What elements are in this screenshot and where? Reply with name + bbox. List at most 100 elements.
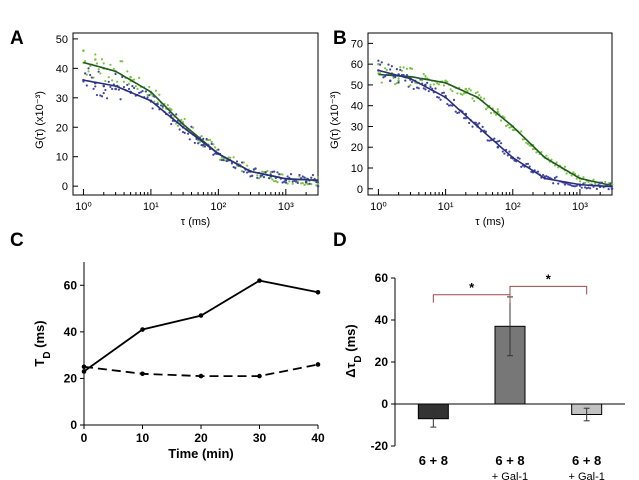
data-point — [144, 90, 147, 93]
data-point — [246, 171, 249, 174]
data-point — [301, 175, 304, 178]
data-marker — [315, 289, 321, 295]
data-point — [436, 82, 439, 85]
x-tick-label: 10² — [505, 201, 521, 213]
data-point — [183, 131, 186, 134]
data-point — [159, 104, 163, 107]
data-point — [154, 89, 158, 92]
fit-curve — [378, 73, 613, 187]
y-tick-label: 30 — [56, 93, 68, 105]
data-point — [464, 87, 468, 91]
y-tick-label: 50 — [351, 80, 363, 92]
data-point — [394, 83, 397, 86]
data-point — [552, 182, 555, 185]
data-point — [493, 137, 496, 140]
data-point — [570, 184, 573, 187]
data-point — [116, 80, 119, 83]
data-marker — [198, 373, 204, 379]
data-point — [230, 161, 234, 165]
series-green — [377, 62, 614, 190]
data-point — [464, 117, 467, 120]
data-point — [545, 154, 548, 157]
series-line-solid — [83, 279, 319, 373]
data-point — [397, 81, 400, 84]
data-point — [315, 180, 318, 184]
data-point — [87, 67, 90, 70]
data-point — [385, 73, 388, 77]
data-point — [127, 87, 131, 91]
data-point — [261, 170, 264, 173]
data-point — [525, 141, 528, 144]
data-point — [180, 118, 183, 121]
data-point — [426, 81, 429, 85]
data-point — [240, 161, 244, 164]
data-point — [540, 150, 543, 154]
data-point — [138, 76, 141, 79]
data-point — [531, 147, 535, 151]
data-point — [100, 58, 104, 61]
data-point — [227, 156, 230, 159]
data-point — [528, 165, 531, 168]
data-point — [474, 91, 477, 95]
data-point — [193, 141, 196, 145]
y-tick-label: 60 — [64, 278, 78, 292]
data-point — [156, 102, 159, 106]
data-point — [176, 119, 180, 122]
data-point — [278, 173, 281, 176]
data-point — [572, 184, 575, 188]
data-point — [300, 182, 303, 185]
data-point — [513, 159, 516, 162]
data-point — [169, 108, 173, 111]
data-point — [119, 98, 122, 101]
data-point — [225, 159, 228, 163]
data-point — [457, 111, 461, 114]
x-axis-label: τ (ms) — [181, 216, 210, 228]
data-point — [284, 178, 288, 182]
data-point — [256, 176, 259, 179]
data-point — [489, 111, 493, 115]
data-point — [395, 68, 398, 71]
data-point — [407, 85, 410, 88]
data-point — [484, 130, 488, 133]
data-point — [402, 66, 405, 69]
data-point — [94, 58, 97, 61]
data-point — [389, 68, 392, 71]
data-point — [267, 177, 271, 180]
data-point — [151, 107, 154, 110]
data-point — [84, 72, 87, 75]
y-tick-label: 0 — [62, 181, 68, 193]
data-point — [186, 132, 190, 135]
data-point — [481, 125, 484, 128]
data-point — [303, 183, 306, 187]
x-tick-label: 30 — [253, 431, 267, 445]
data-point — [132, 78, 136, 81]
data-point — [180, 122, 183, 125]
data-point — [498, 139, 501, 143]
panel-letter-b: B — [333, 28, 347, 49]
y-tick-label: 20 — [351, 142, 363, 154]
data-point — [99, 94, 102, 97]
data-point — [271, 178, 274, 181]
data-point — [463, 117, 466, 120]
data-point — [274, 180, 277, 183]
data-point — [399, 68, 402, 71]
data-point — [503, 152, 506, 155]
data-point — [121, 60, 124, 63]
data-point — [95, 62, 99, 65]
data-point — [397, 79, 400, 83]
y-tick-label: 10 — [351, 163, 363, 175]
y-tick-label: 60 — [375, 271, 389, 285]
data-point — [567, 183, 570, 186]
data-point — [456, 111, 459, 115]
data-point — [200, 143, 203, 147]
data-point — [99, 72, 102, 75]
data-point — [412, 87, 415, 91]
data-point — [506, 154, 509, 157]
series-blue — [377, 59, 614, 191]
y-axis-label: G(τ) (x10⁻³) — [34, 91, 46, 149]
data-point — [394, 76, 397, 79]
data-point — [397, 77, 400, 80]
data-point — [192, 126, 195, 129]
data-marker — [257, 373, 262, 379]
data-point — [575, 184, 578, 187]
